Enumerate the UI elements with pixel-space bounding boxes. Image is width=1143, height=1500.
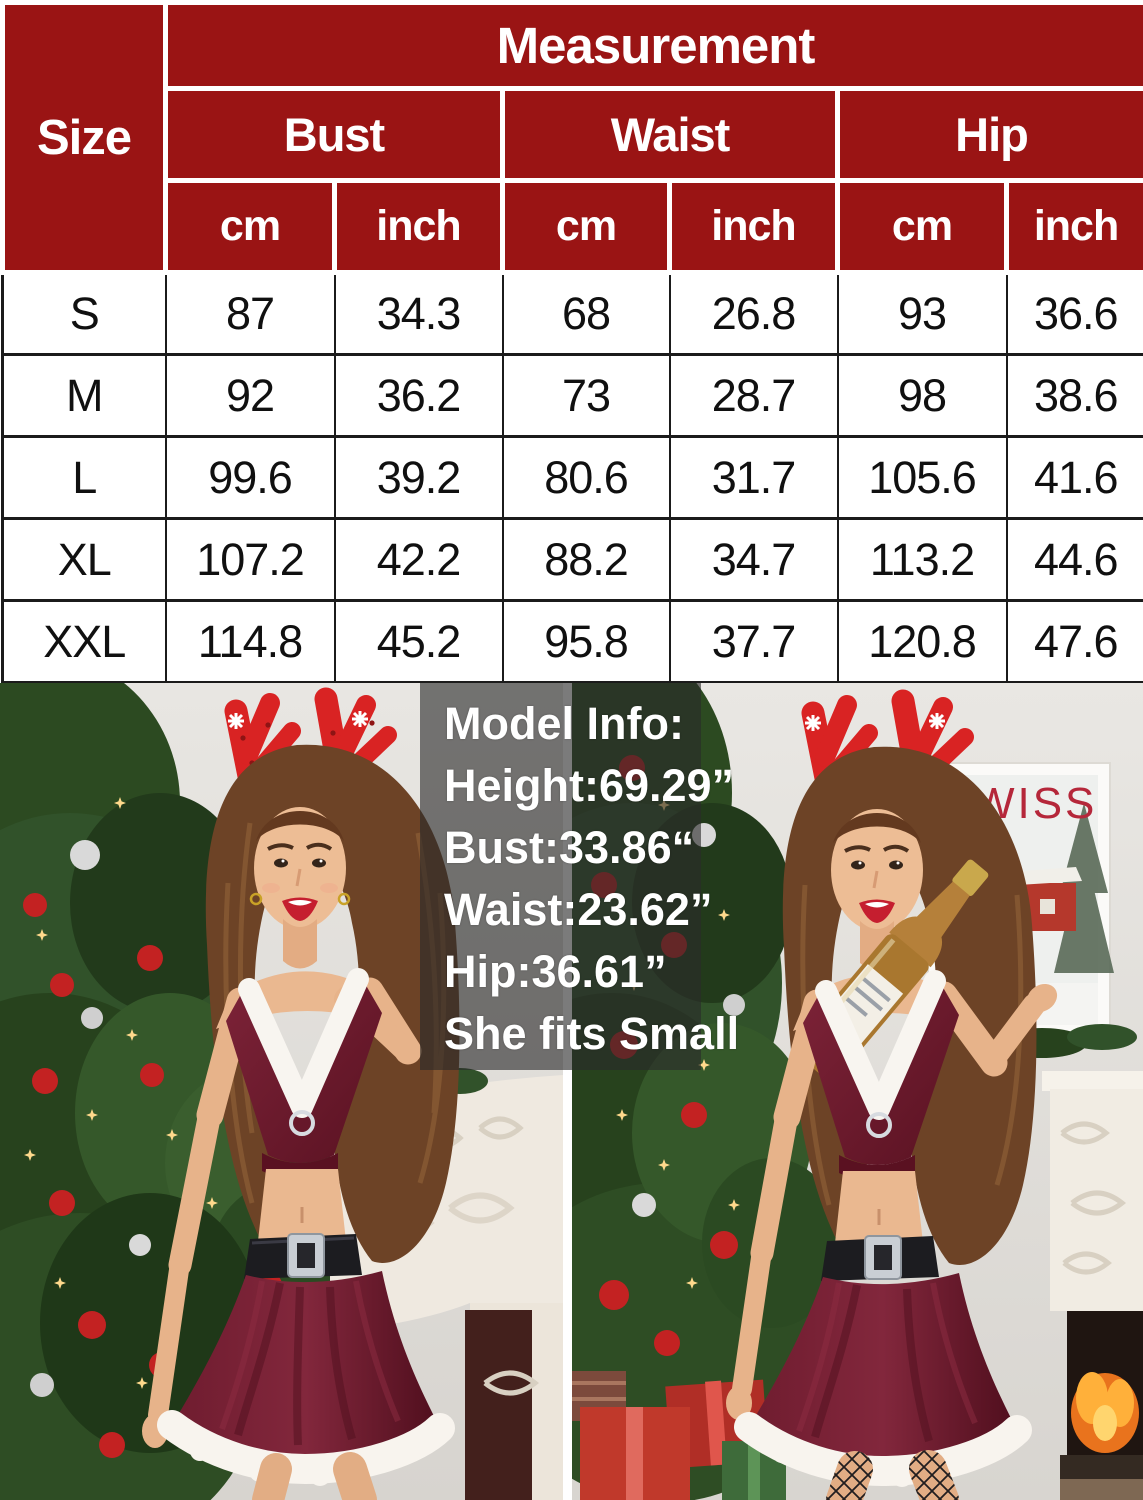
photo-divider	[563, 683, 572, 1500]
legs	[252, 1452, 377, 1500]
hip-header: Hip	[834, 86, 1143, 183]
measurement-table: Size Measurement Bust Waist Hip cm inch …	[0, 0, 1143, 684]
firebox-shadow	[465, 1310, 532, 1500]
left-model	[142, 687, 460, 1500]
waist-header: Waist	[500, 86, 840, 183]
hip-cm-header: cm	[835, 178, 1009, 275]
size-cell: M	[1, 353, 167, 438]
fur-trim	[238, 968, 369, 1118]
measurement-header: Measurement	[162, 0, 1143, 91]
model-info-waist: Waist:23.62”	[444, 884, 713, 935]
model-info-title: Model Info:	[444, 698, 684, 749]
neck	[283, 919, 317, 969]
fur-trim	[815, 970, 946, 1120]
size-cell: S	[1, 271, 167, 356]
size-cell: XXL	[1, 599, 167, 684]
bust-inch-header: inch	[332, 178, 505, 275]
size-cell: L	[1, 435, 167, 520]
snowflake-decoration	[805, 713, 945, 731]
table-row: L 99.6 39.2 80.6 31.7 105.6 41.6	[1, 435, 1143, 520]
face	[249, 807, 351, 929]
fur-hem	[157, 1410, 455, 1485]
fire-flames	[1071, 1372, 1139, 1453]
model-info-overlay: Model Info: Height:69.29” Bust:33.86“ Wa…	[420, 683, 740, 1070]
hearth	[1060, 1455, 1143, 1481]
table-row: M 92 36.2 73 28.7 98 38.6	[1, 353, 1143, 438]
fishnet-legs	[826, 1450, 959, 1500]
bust-cm-header: cm	[163, 178, 337, 275]
table-row: XXL 114.8 45.2 95.8 37.7 120.8 47.6	[1, 599, 1143, 684]
ring-zipper	[866, 1112, 892, 1138]
size-cell: XL	[1, 517, 167, 602]
size-header: Size	[0, 0, 168, 275]
poster-cabin	[1018, 867, 1082, 931]
velvet-crop-top	[226, 968, 382, 1180]
model-info-height: Height:69.29”	[444, 760, 735, 811]
model-info-hip: Hip:36.61”	[444, 946, 667, 997]
midriff	[835, 1171, 923, 1243]
left-model-photo	[0, 683, 563, 1500]
velvet-skirt	[157, 1271, 455, 1486]
belt	[244, 1233, 362, 1279]
table-row: XL 107.2 42.2 88.2 34.7 113.2 44.6	[1, 517, 1143, 602]
fireplace	[1042, 1071, 1143, 1500]
ring-zipper	[289, 1110, 315, 1136]
model-info-bust: Bust:33.86“	[444, 822, 695, 873]
snowflake-decoration	[228, 711, 368, 729]
waist-cm-header: cm	[500, 178, 672, 275]
waist-inch-header: inch	[667, 178, 840, 275]
midriff	[258, 1169, 346, 1241]
model-info-fit: She fits Small	[444, 1008, 740, 1059]
hip-inch-header: inch	[1003, 178, 1143, 275]
belt	[821, 1235, 939, 1281]
face	[831, 809, 923, 931]
bust-header: Bust	[163, 86, 505, 183]
right-model	[726, 689, 1058, 1500]
earring	[249, 892, 263, 906]
table-row: S 87 34.3 68 26.8 93 36.6	[1, 271, 1143, 356]
earring	[337, 892, 351, 906]
